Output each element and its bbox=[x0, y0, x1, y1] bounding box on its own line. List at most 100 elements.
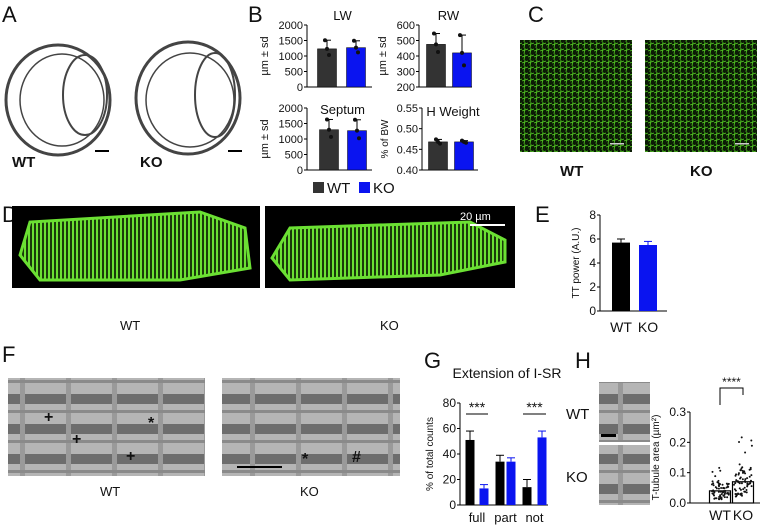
data-point bbox=[722, 494, 725, 497]
data-point bbox=[749, 466, 752, 469]
data-point bbox=[325, 46, 329, 51]
bar-ko bbox=[731, 481, 755, 504]
mark-wt-3: * bbox=[148, 415, 155, 432]
y-tick-label: 40 bbox=[443, 447, 457, 461]
data-point bbox=[327, 52, 331, 57]
data-point bbox=[742, 488, 745, 491]
bar-part-wt bbox=[495, 461, 505, 505]
bar-wt bbox=[708, 490, 732, 504]
data-point bbox=[740, 436, 743, 439]
scale-bar-d bbox=[470, 224, 505, 226]
data-point bbox=[735, 479, 738, 482]
y-tick-label: 60 bbox=[443, 422, 457, 436]
data-point bbox=[738, 463, 741, 466]
bar-full-wt bbox=[465, 439, 475, 505]
panel-label-h: H bbox=[575, 348, 591, 373]
y-tick-label: 6 bbox=[589, 232, 596, 246]
legend-swatch-ko bbox=[359, 182, 370, 193]
data-point bbox=[717, 485, 720, 488]
data-point bbox=[738, 441, 741, 444]
scale-bar-f bbox=[237, 466, 282, 468]
bar-wt bbox=[428, 141, 448, 171]
y-axis-label: µm ± sd bbox=[377, 36, 389, 75]
y-tick-label: 0.40 bbox=[397, 165, 418, 177]
heart-section-wt bbox=[4, 43, 112, 157]
legend-label-ko: KO bbox=[373, 180, 395, 197]
y-tick-label: 300 bbox=[397, 67, 415, 79]
y-tick-label: 0 bbox=[297, 165, 303, 177]
chart-title: LW bbox=[333, 8, 352, 23]
x-tick-label: full bbox=[469, 510, 486, 525]
data-point bbox=[727, 492, 730, 495]
y-tick-label: 0 bbox=[297, 82, 303, 94]
data-point bbox=[750, 474, 753, 477]
data-point bbox=[462, 63, 466, 68]
y-tick-label: 600 bbox=[397, 20, 415, 32]
data-point bbox=[744, 478, 747, 481]
y-tick-label: 0.55 bbox=[397, 103, 418, 115]
data-point bbox=[741, 478, 744, 481]
bar-wt bbox=[612, 242, 630, 311]
y-tick-label: 1000 bbox=[279, 51, 303, 63]
scale-label-d: 20 µm bbox=[460, 211, 491, 223]
y-tick-label: 200 bbox=[397, 82, 415, 94]
data-point bbox=[714, 475, 717, 478]
data-point bbox=[746, 477, 749, 480]
label-ko-a: KO bbox=[140, 154, 163, 171]
bar-ko bbox=[346, 47, 366, 88]
y-axis-label: % of total counts bbox=[425, 417, 436, 491]
data-point bbox=[458, 33, 462, 38]
data-point bbox=[748, 468, 751, 471]
label-wt-d: WT bbox=[120, 318, 140, 333]
y-tick-label: 0.50 bbox=[397, 124, 418, 136]
label-wt-h: WT bbox=[566, 406, 589, 423]
label-ko-h: KO bbox=[566, 469, 588, 486]
y-tick-label: 500 bbox=[285, 150, 303, 162]
bar-part-ko bbox=[506, 461, 516, 505]
y-tick-label: 2000 bbox=[279, 103, 303, 115]
panel-label-e: E bbox=[535, 202, 550, 227]
data-point bbox=[353, 117, 357, 122]
data-point bbox=[727, 482, 730, 485]
y-tick-label: 400 bbox=[397, 51, 415, 63]
data-point bbox=[719, 469, 722, 472]
data-point bbox=[739, 476, 742, 479]
chart-title: RW bbox=[438, 8, 460, 23]
label-wt-f: WT bbox=[100, 484, 120, 499]
data-point bbox=[717, 479, 720, 482]
em-inset-ko bbox=[599, 445, 650, 505]
y-tick-label: 1500 bbox=[279, 36, 303, 48]
data-point bbox=[713, 497, 716, 500]
label-ko-f: KO bbox=[300, 484, 319, 499]
data-point bbox=[323, 38, 327, 43]
panel-label-c: C bbox=[528, 2, 544, 27]
data-point bbox=[736, 480, 739, 483]
data-point bbox=[329, 134, 333, 139]
data-point bbox=[721, 491, 724, 494]
data-point bbox=[712, 484, 715, 487]
data-point bbox=[740, 482, 743, 485]
y-tick-label: 0 bbox=[449, 498, 456, 512]
data-point bbox=[325, 117, 329, 122]
data-point bbox=[726, 492, 729, 495]
y-tick-label: 80 bbox=[443, 396, 457, 410]
significance-marker: **** bbox=[722, 375, 741, 389]
data-point bbox=[712, 489, 715, 492]
scale-bar-c1 bbox=[610, 143, 624, 145]
data-point bbox=[718, 466, 721, 469]
x-tick-label: part bbox=[494, 510, 517, 525]
mark-wt-4: + bbox=[126, 448, 135, 465]
y-tick-label: 500 bbox=[397, 36, 415, 48]
data-point bbox=[438, 141, 442, 146]
y-tick-label: 8 bbox=[589, 208, 596, 222]
chart-title: Extension of I-SR bbox=[453, 365, 562, 381]
data-point bbox=[352, 38, 356, 43]
data-point bbox=[734, 492, 737, 495]
bar-not-ko bbox=[537, 437, 547, 505]
data-point bbox=[735, 495, 738, 498]
y-tick-label: 0 bbox=[589, 304, 596, 318]
data-point bbox=[711, 470, 714, 473]
y-tick-label: 0.0 bbox=[669, 496, 686, 510]
micrograph-c-wt bbox=[520, 40, 632, 152]
data-point bbox=[357, 136, 361, 141]
